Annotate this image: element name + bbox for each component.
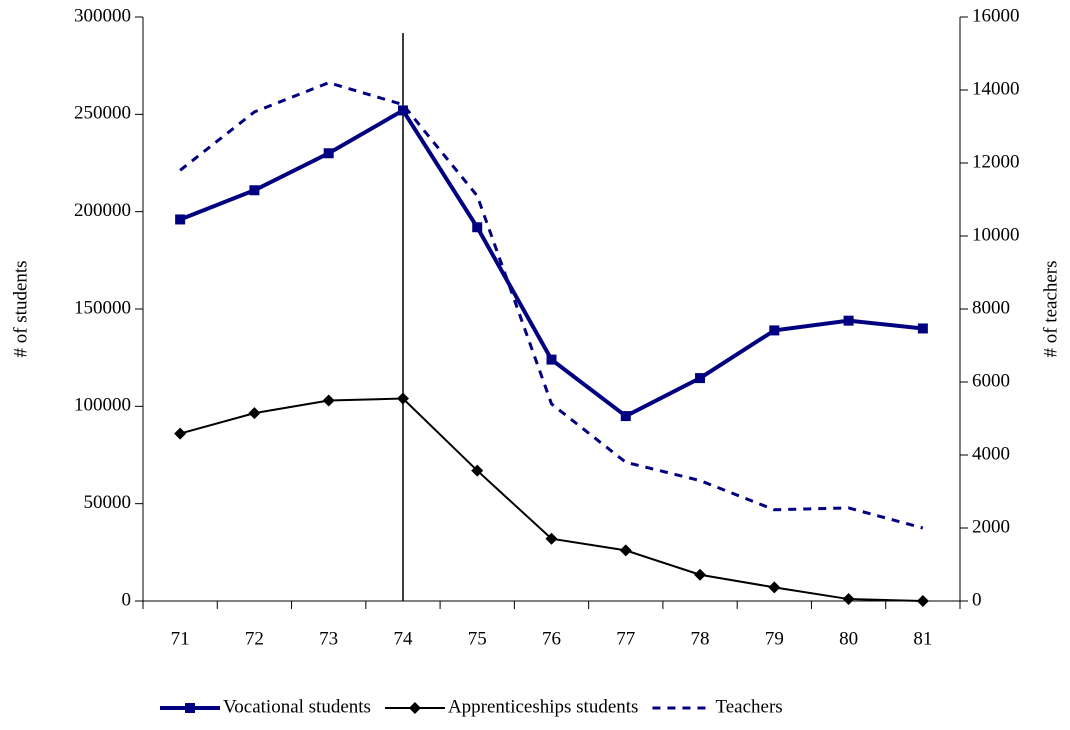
data-point xyxy=(917,323,928,334)
data-point xyxy=(175,214,186,225)
data-point xyxy=(248,407,261,420)
y-axis-title: # of students xyxy=(10,260,31,357)
y-tick-label: 50000 xyxy=(84,492,132,513)
legend-label: Teachers xyxy=(715,696,782,717)
x-tick-label: 81 xyxy=(913,628,932,649)
x-tick-label: 76 xyxy=(542,628,561,649)
data-point xyxy=(249,185,260,196)
y2-tick-label: 2000 xyxy=(972,516,1010,537)
x-tick-label: 73 xyxy=(319,628,338,649)
series-line xyxy=(179,81,924,530)
data-point xyxy=(472,222,483,233)
x-tick-label: 79 xyxy=(765,628,784,649)
legend-marker xyxy=(185,703,195,713)
data-point xyxy=(396,392,409,405)
x-tick-label: 78 xyxy=(691,628,710,649)
y2-tick-label: 12000 xyxy=(972,151,1020,172)
x-tick-label: 77 xyxy=(616,628,635,649)
y2-tick-label: 6000 xyxy=(972,370,1010,391)
legend-label: Vocational students xyxy=(223,696,371,717)
data-point xyxy=(397,105,408,116)
data-point xyxy=(843,315,854,326)
legend-marker xyxy=(408,702,421,714)
y-tick-label: 100000 xyxy=(74,395,131,416)
x-tick-label: 71 xyxy=(171,628,190,649)
series-line xyxy=(179,107,924,419)
data-point xyxy=(769,325,780,336)
x-tick-label: 72 xyxy=(245,628,264,649)
data-point xyxy=(768,581,781,594)
y-tick-label: 200000 xyxy=(74,200,131,221)
y-tick-label: 0 xyxy=(122,589,132,610)
y2-tick-label: 0 xyxy=(972,589,982,610)
data-point xyxy=(694,568,707,581)
y-tick-label: 300000 xyxy=(74,5,131,26)
data-point xyxy=(322,394,335,407)
data-point xyxy=(471,464,484,477)
legend-label: Apprenticeships students xyxy=(448,696,639,717)
series-line xyxy=(179,397,923,602)
x-tick-label: 75 xyxy=(468,628,487,649)
y2-tick-label: 10000 xyxy=(972,224,1020,245)
data-point xyxy=(545,532,558,545)
data-point xyxy=(916,595,929,607)
data-point xyxy=(620,411,631,422)
data-point xyxy=(323,148,334,159)
y2-tick-label: 8000 xyxy=(972,297,1010,318)
data-point xyxy=(842,593,855,606)
y2-tick-label: 4000 xyxy=(972,443,1010,464)
data-point xyxy=(695,373,706,384)
y2-axis-title: # of teachers xyxy=(1040,260,1061,357)
data-point xyxy=(619,544,632,557)
y2-tick-label: 16000 xyxy=(972,5,1020,26)
data-point xyxy=(174,427,187,440)
y-tick-label: 150000 xyxy=(74,297,131,318)
y-tick-label: 250000 xyxy=(74,103,131,124)
x-tick-label: 80 xyxy=(839,628,858,649)
x-tick-label: 74 xyxy=(393,628,413,649)
y2-tick-label: 14000 xyxy=(972,78,1020,99)
data-point xyxy=(546,354,557,365)
